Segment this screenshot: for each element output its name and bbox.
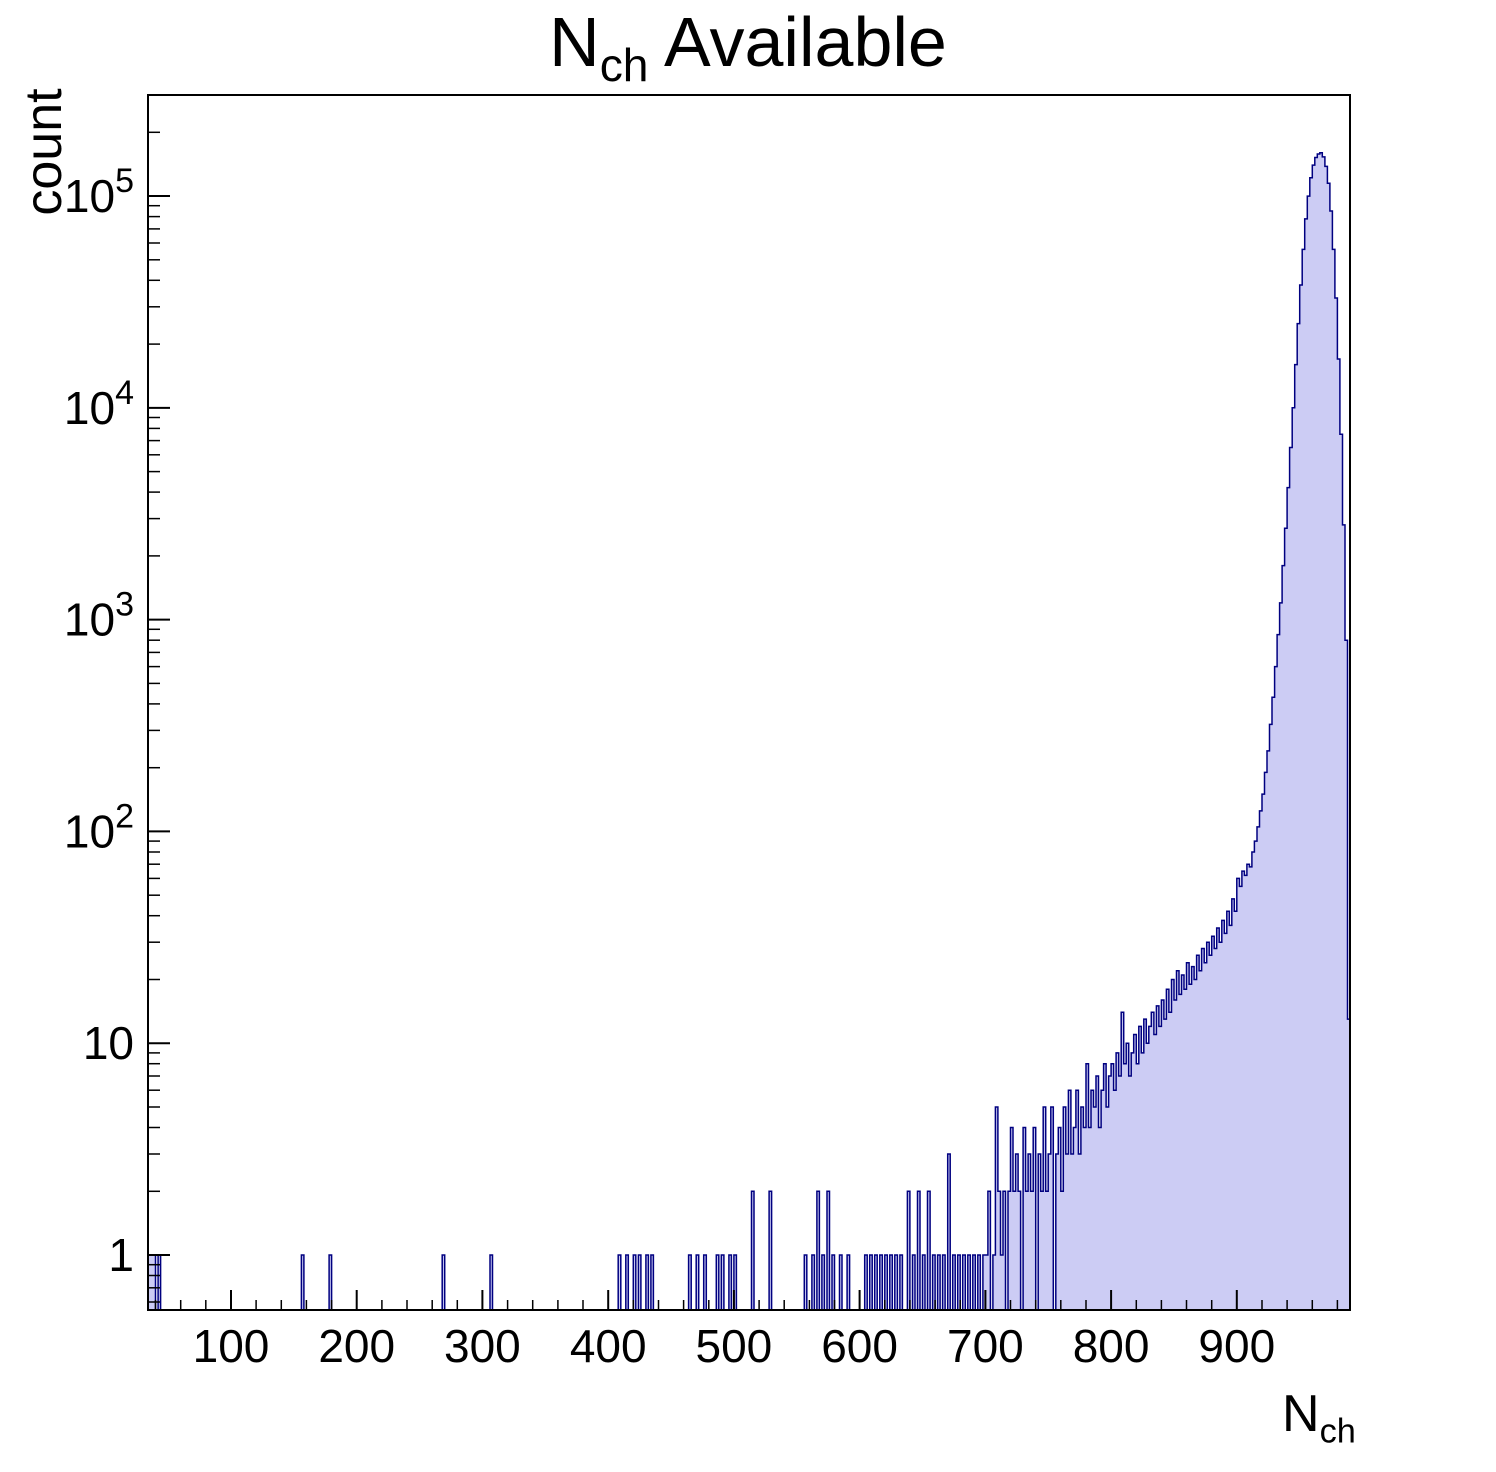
histogram-series <box>147 152 1351 1311</box>
svg-text:200: 200 <box>318 1320 395 1372</box>
svg-text:104: 104 <box>64 374 134 434</box>
chart-title-sub: ch <box>599 39 649 91</box>
svg-text:105: 105 <box>64 162 134 222</box>
svg-text:600: 600 <box>821 1320 898 1372</box>
svg-text:500: 500 <box>696 1320 773 1372</box>
x-axis: 100 200 300 400 500 600 700 800 900 <box>154 1290 1339 1372</box>
svg-text:102: 102 <box>64 797 134 857</box>
chart-title-rest: Available <box>648 3 947 81</box>
chart-title-main: N <box>549 3 600 81</box>
svg-text:800: 800 <box>1073 1320 1150 1372</box>
y-axis-title: count <box>15 88 73 216</box>
x-axis-title-main: N <box>1282 1385 1320 1443</box>
svg-text:103: 103 <box>64 586 134 646</box>
svg-text:400: 400 <box>570 1320 647 1372</box>
x-axis-title-sub: ch <box>1319 1412 1356 1451</box>
chart-title: Nch Available <box>0 4 1496 91</box>
svg-text:100: 100 <box>193 1320 270 1372</box>
svg-text:700: 700 <box>947 1320 1024 1372</box>
svg-text:300: 300 <box>444 1320 521 1372</box>
svg-text:900: 900 <box>1198 1320 1275 1372</box>
svg-text:10: 10 <box>83 1017 134 1069</box>
svg-text:1: 1 <box>108 1229 134 1281</box>
y-axis: 1 10 102 103 104 105 <box>64 131 170 1303</box>
plot-frame <box>147 94 1351 1311</box>
x-axis-title: Nch <box>1282 1384 1356 1451</box>
